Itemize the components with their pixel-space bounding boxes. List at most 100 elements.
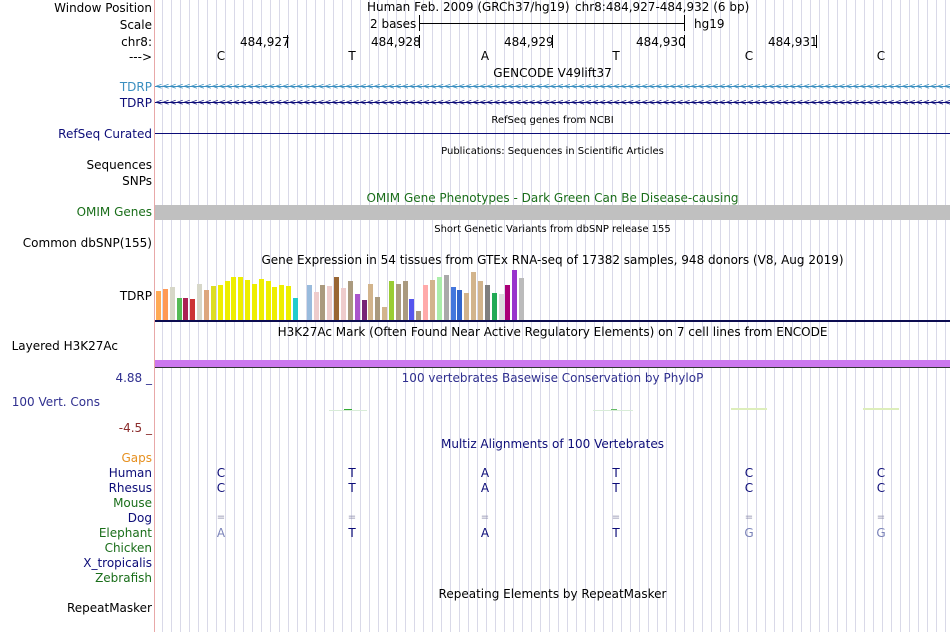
gtex-bar-t1[interactable] [156,291,161,321]
gtex-bar-t31[interactable] [361,300,367,321]
gtex-bar-t14[interactable] [245,280,250,321]
gtex-bar-t4[interactable] [176,298,182,321]
scale-db-label: hg19 [694,17,725,31]
gtex-bar-t24[interactable] [313,292,319,321]
species-label-dog[interactable]: Dog [127,511,152,525]
gtex-bar-t7[interactable] [197,284,203,321]
gridline [765,0,766,632]
gtex-bar-t25[interactable] [320,285,326,321]
gtex-bar-t28[interactable] [340,288,346,321]
gtex-bar-t45[interactable] [457,290,463,321]
aln-rhesus-base: C [876,481,886,495]
track-label-h3k27ac[interactable]: Layered H3K27Ac [11,339,118,353]
h3k27ac-signal-bar[interactable] [155,360,950,367]
track-label-gtex-tdrp[interactable]: TDRP [119,289,152,303]
gtex-bar-t26[interactable] [327,286,333,321]
gtex-bar-t42[interactable] [436,277,442,321]
species-label-chicken[interactable]: Chicken [104,541,152,555]
gridline [585,0,586,632]
gtex-bar-t3[interactable] [169,287,175,321]
aln-human-base: C [216,466,226,480]
gtex-bar-t23[interactable] [306,285,312,321]
omim-gene-bar[interactable] [155,205,950,220]
gtex-bar-t44[interactable] [450,287,456,321]
gtex-bar-t18[interactable] [272,287,278,321]
gtex-bar-t6[interactable] [190,299,196,321]
gtex-bar-t33[interactable] [375,297,381,321]
gtex-bar-t48[interactable] [477,281,483,321]
gtex-bar-t11[interactable] [224,281,230,321]
gtex-bar-t21[interactable] [293,298,298,321]
gtex-bar-t30[interactable] [354,294,360,321]
gridline [162,0,163,632]
gtex-bar-t41[interactable] [430,280,435,321]
species-label-rhesus[interactable]: Rhesus [108,481,152,495]
gtex-bar-chart[interactable] [155,268,950,321]
window-position-label: Window Position [54,1,152,15]
gtex-bar-t32[interactable] [368,284,374,321]
gene-tdrp-line-1[interactable] [155,86,950,87]
gridline [531,0,532,632]
track-label-gaps[interactable]: Gaps [121,451,152,465]
gtex-track-title: Gene Expression in 54 tissues from GTEx … [261,253,844,267]
track-label-tdrp-2[interactable]: TDRP [119,96,152,110]
gtex-bar-t34[interactable] [382,307,387,321]
gtex-bar-t17[interactable] [265,281,271,321]
gtex-bar-t47[interactable] [471,272,477,321]
gtex-bar-t53[interactable] [512,270,518,321]
species-label-zebrafish[interactable]: Zebrafish [95,571,152,585]
gtex-bar-t20[interactable] [286,286,292,321]
gtex-bar-t29[interactable] [347,281,353,321]
gtex-bar-t37[interactable] [402,281,408,321]
track-image[interactable]: Human Feb. 2009 (GRCh37/hg19) chr8:484,9… [155,0,950,632]
gtex-bar-t46[interactable] [464,293,470,321]
species-label-human[interactable]: Human [108,466,152,480]
gridline [936,0,937,632]
gtex-bar-t5[interactable] [183,298,189,321]
gtex-bar-t49[interactable] [484,285,490,321]
gridline [918,0,919,632]
gtex-bar-t38[interactable] [409,299,415,321]
gridline [684,0,685,632]
species-label-mouse[interactable]: Mouse [113,496,152,510]
gtex-bar-t39[interactable] [416,311,422,321]
gtex-bar-t54[interactable] [519,278,524,321]
gtex-bar-t22[interactable] [299,301,305,321]
track-label-tdrp-1[interactable]: TDRP [119,80,152,94]
track-label-refseq[interactable]: RefSeq Curated [58,127,152,141]
gtex-bar-t15[interactable] [251,284,257,321]
gtex-bar-t35[interactable] [388,281,394,321]
gridline [648,0,649,632]
track-label-snps[interactable]: SNPs [122,174,152,188]
track-label-repeatmasker[interactable]: RepeatMasker [66,601,152,615]
species-label-elephant[interactable]: Elephant [98,526,152,540]
track-label-omim[interactable]: OMIM Genes [76,205,152,219]
gtex-bar-t27[interactable] [334,277,340,321]
coord-tick [684,35,685,48]
aln-elephant-base: G [744,526,754,540]
gtex-bar-t19[interactable] [279,285,285,321]
gtex-bar-t50[interactable] [491,293,497,321]
gtex-bar-t51[interactable] [498,294,504,321]
gridline [612,0,613,632]
track-label-common-dbsnp[interactable]: Common dbSNP(155) [22,236,152,250]
gtex-bar-t40[interactable] [423,285,429,321]
aln-elephant-base: A [216,526,226,540]
gtex-bar-t12[interactable] [231,277,237,321]
track-label-sequences[interactable]: Sequences [86,158,152,172]
species-label-x-tropicalis[interactable]: X_tropicalis [83,556,152,570]
gtex-bar-t43[interactable] [443,275,449,321]
refseq-gene-line[interactable] [155,133,950,134]
gtex-bar-t2[interactable] [162,289,168,321]
gtex-bar-t36[interactable] [395,284,401,321]
gene-tdrp-line-2[interactable] [155,102,950,103]
gtex-bar-t10[interactable] [217,285,223,321]
gtex-bar-t8[interactable] [203,290,209,321]
coord-tick [287,35,288,48]
gtex-bar-t16[interactable] [258,279,264,321]
gtex-bar-t13[interactable] [238,277,244,321]
track-label-vert-cons[interactable]: 100 Vert. Cons [11,395,100,409]
gtex-bar-t52[interactable] [505,285,511,321]
gtex-bar-t9[interactable] [210,286,216,321]
gridline [909,0,910,632]
